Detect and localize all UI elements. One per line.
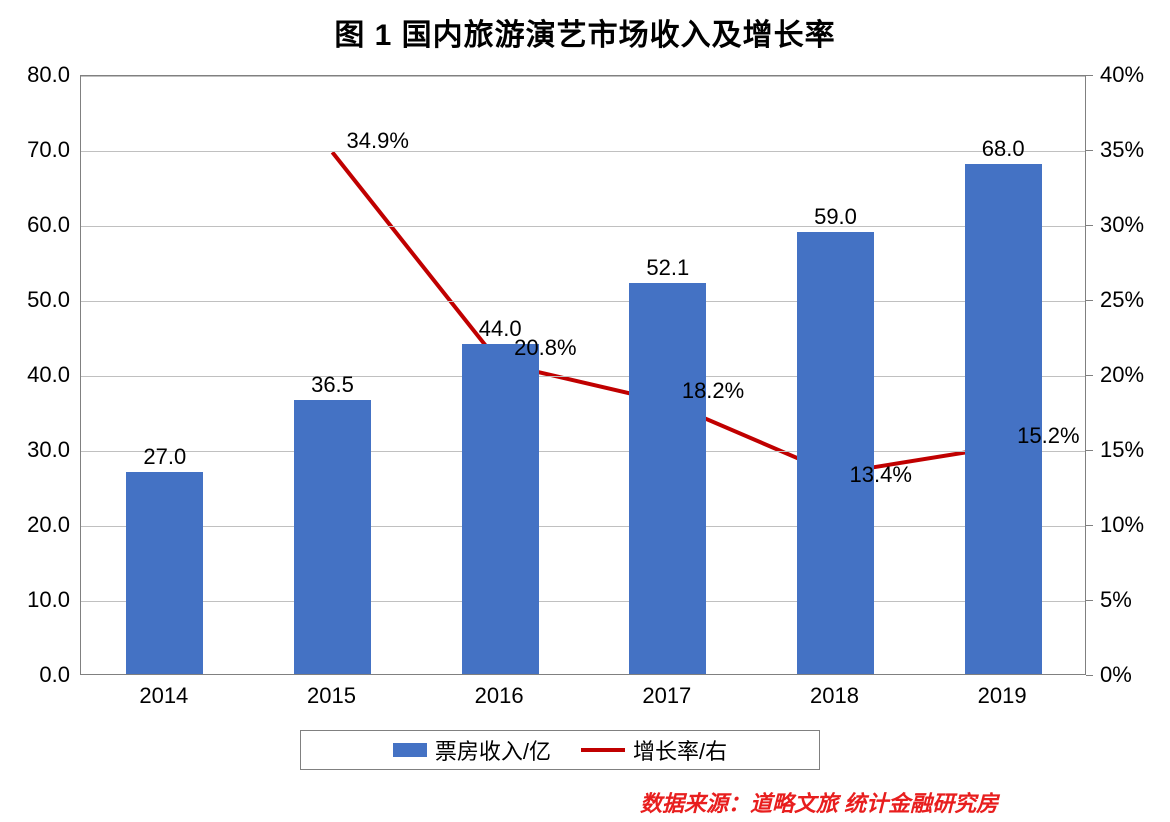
bar [462,344,539,674]
x-tick-label: 2016 [475,683,524,709]
gridline [81,76,1085,77]
y-right-tick-mark [1086,75,1093,76]
chart-container: 图 1 国内旅游演艺市场收入及增长率 27.036.544.052.159.06… [0,0,1170,822]
chart-title: 图 1 国内旅游演艺市场收入及增长率 [0,10,1170,54]
y-left-tick-label: 70.0 [10,137,70,163]
y-right-tick-mark [1086,675,1093,676]
y-left-tick-label: 10.0 [10,587,70,613]
line-value-label: 18.2% [682,378,744,404]
y-right-tick-label: 20% [1100,362,1144,388]
y-right-tick-mark [1086,225,1093,226]
y-left-tick-label: 50.0 [10,287,70,313]
y-right-tick-label: 25% [1100,287,1144,313]
gridline [81,601,1085,602]
y-left-tick-label: 60.0 [10,212,70,238]
line-value-label: 34.9% [347,128,409,154]
y-right-tick-mark [1086,600,1093,601]
y-right-tick-label: 5% [1100,587,1132,613]
x-tick-label: 2015 [307,683,356,709]
plot-area: 27.036.544.052.159.068.034.9%20.8%18.2%1… [80,75,1086,675]
y-left-tick-label: 40.0 [10,362,70,388]
gridline [81,451,1085,452]
legend-label-bars: 票房收入/亿 [435,734,551,766]
y-right-tick-label: 30% [1100,212,1144,238]
gridline [81,301,1085,302]
line-value-label: 15.2% [1017,423,1079,449]
line-value-label: 20.8% [514,335,576,361]
growth-line [81,76,1085,674]
y-right-tick-label: 40% [1100,62,1144,88]
bar [629,283,706,674]
y-left-tick-label: 0.0 [10,662,70,688]
bar-value-label: 68.0 [982,136,1025,162]
bar-value-label: 27.0 [143,444,186,470]
bar-value-label: 52.1 [646,255,689,281]
y-right-tick-label: 35% [1100,137,1144,163]
y-right-tick-mark [1086,375,1093,376]
gridline [81,226,1085,227]
x-tick-label: 2017 [642,683,691,709]
y-right-tick-mark [1086,300,1093,301]
gridline [81,526,1085,527]
y-left-tick-label: 30.0 [10,437,70,463]
y-right-tick-mark [1086,150,1093,151]
y-right-tick-mark [1086,525,1093,526]
line-value-label: 13.4% [850,462,912,488]
y-right-tick-label: 10% [1100,512,1144,538]
x-tick-label: 2019 [978,683,1027,709]
legend-swatch-bar [393,743,427,757]
source-text: 数据来源：道略文旅 统计金融研究房 [640,786,998,818]
y-left-tick-label: 80.0 [10,62,70,88]
bar-value-label: 59.0 [814,204,857,230]
x-tick-label: 2018 [810,683,859,709]
bar [126,472,203,675]
gridline [81,151,1085,152]
y-right-tick-label: 0% [1100,662,1132,688]
bar-value-label: 36.5 [311,372,354,398]
legend-item-bars: 票房收入/亿 [393,734,551,766]
y-right-tick-label: 15% [1100,437,1144,463]
legend-swatch-line [581,748,625,752]
x-tick-label: 2014 [139,683,188,709]
y-left-tick-label: 20.0 [10,512,70,538]
y-right-tick-mark [1086,450,1093,451]
legend-label-line: 增长率/右 [633,734,727,766]
bar [965,164,1042,674]
bar [294,400,371,674]
legend: 票房收入/亿 增长率/右 [300,730,820,770]
gridline [81,376,1085,377]
legend-item-line: 增长率/右 [581,734,727,766]
bar [797,232,874,675]
